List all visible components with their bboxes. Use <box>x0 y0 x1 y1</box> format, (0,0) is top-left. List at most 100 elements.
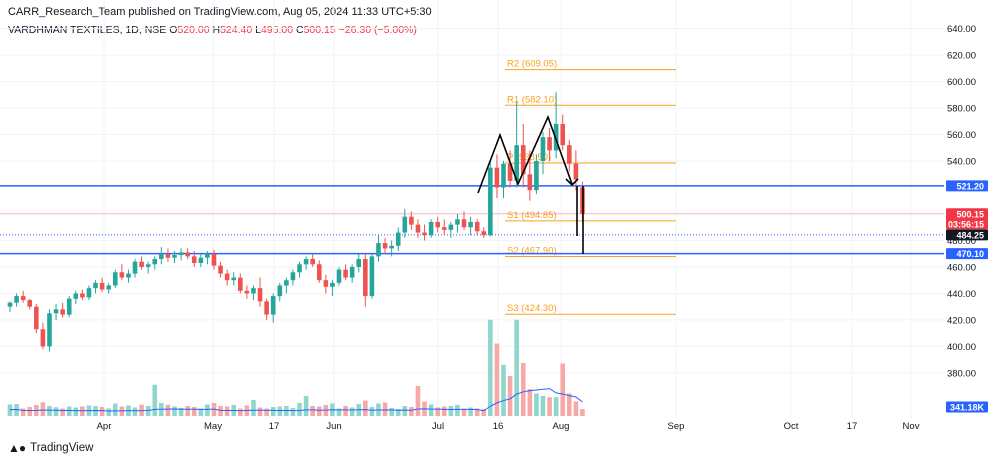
volume-bar <box>349 407 355 416</box>
volume-bar <box>507 376 513 416</box>
candle-body <box>40 329 46 347</box>
candle-body <box>178 252 184 256</box>
volume-bar <box>40 402 46 416</box>
volume-bar <box>441 406 447 416</box>
candle-body <box>60 309 65 315</box>
candle-body <box>363 259 368 297</box>
candle-body <box>244 290 250 294</box>
candle-body <box>284 280 289 286</box>
close-value: 500.15 <box>303 24 336 36</box>
time-tick-label: 17 <box>847 421 858 432</box>
candle-body <box>277 285 283 297</box>
head-shoulders-line <box>477 114 573 194</box>
last-price-badge-bg <box>946 208 988 230</box>
candle-body <box>534 161 539 191</box>
time-tick-label: Aug <box>553 421 570 432</box>
level-badge-521-bg <box>946 180 988 192</box>
candles <box>7 92 585 352</box>
candle-body <box>376 243 381 257</box>
grid <box>0 0 944 418</box>
level-badge-470: 470.10 <box>956 249 984 259</box>
candle-body <box>99 282 105 290</box>
candle-body <box>323 280 329 287</box>
high-value: 524.40 <box>220 24 253 36</box>
time-tick-label: Apr <box>97 421 112 432</box>
price-tick-label: 440.00 <box>947 289 976 300</box>
pivot-label-s1: S1 (494.85) <box>507 210 557 221</box>
price-tick-label: 400.00 <box>947 342 976 353</box>
pivot-label-r1: R1 (582.10) <box>507 94 557 105</box>
tradingview-logo-icon: ▲● <box>8 441 26 455</box>
low-label: L <box>255 24 261 36</box>
volume-bar <box>20 408 26 416</box>
price-axis[interactable]: 640.00620.00600.00580.00560.00540.00500.… <box>947 24 976 379</box>
candle-body <box>27 300 33 307</box>
volume-bar <box>303 396 309 416</box>
ohlc-legend: VARDHMAN TEXTILES, 1D, NSE O520.00 H524.… <box>8 24 417 36</box>
candle-body <box>165 253 171 258</box>
tradingview-brand[interactable]: ▲● TradingView <box>8 441 93 455</box>
price-tick-label: 380.00 <box>947 368 976 379</box>
candle-body <box>159 253 164 260</box>
candle-body <box>336 269 342 283</box>
candle-body <box>47 313 52 347</box>
candle-body <box>126 273 131 278</box>
candle-body <box>264 301 269 315</box>
volume-bar <box>297 403 302 416</box>
published-caption: CARR_Research_Team published on TradingV… <box>8 6 432 18</box>
candle-body <box>389 245 394 249</box>
volume-bar <box>514 319 519 416</box>
volume-bar <box>53 407 59 416</box>
volume-bar <box>494 343 500 416</box>
volume-bar <box>389 408 394 416</box>
candle-body <box>86 288 92 298</box>
candle-body <box>409 216 414 225</box>
volume-bar <box>553 397 559 416</box>
volume-bar <box>382 402 388 416</box>
candle-body <box>422 232 427 236</box>
price-tick-label: 420.00 <box>947 315 976 326</box>
support-resistance-lines[interactable] <box>0 185 944 255</box>
volume-bar <box>409 407 414 416</box>
candle-body <box>441 227 447 230</box>
candle-body <box>191 256 197 263</box>
volume-bar <box>567 393 572 416</box>
volume-bar <box>205 404 210 416</box>
volume-bar <box>468 407 473 416</box>
pivot-label-s3: S3 (424.30) <box>507 303 557 314</box>
candle-body <box>106 285 111 290</box>
volume-bar <box>238 408 243 416</box>
volume-bar <box>264 408 269 416</box>
volume-bar <box>415 386 421 416</box>
candle-body <box>224 273 230 281</box>
price-tick-label: 620.00 <box>947 51 976 62</box>
brand-label: TradingView <box>30 442 94 454</box>
volume-bar <box>27 407 33 416</box>
volume-bar <box>198 408 204 416</box>
candle-body <box>53 309 59 314</box>
dotted-level-badge-bg <box>946 229 988 241</box>
last-price-badge: 500.15 <box>956 209 984 219</box>
volume-bar <box>580 409 585 416</box>
volume-bar <box>547 397 552 416</box>
level-badge-470-bg <box>946 248 988 260</box>
price-tick-label: 560.00 <box>947 130 976 141</box>
volume-bar <box>47 406 52 416</box>
candle-body <box>455 219 460 225</box>
candle-body <box>343 269 348 278</box>
candle-body <box>205 253 210 258</box>
candle-body <box>488 167 493 236</box>
high-label: H <box>212 24 221 36</box>
candle-body <box>560 123 566 146</box>
candle-body <box>494 167 500 188</box>
volume-bar <box>218 406 223 416</box>
time-axis[interactable]: Apr May 17 Jun Jul 16 Aug Sep Oct 17 Nov <box>97 421 920 432</box>
pattern-drawing[interactable] <box>477 114 584 254</box>
candle-body <box>428 221 434 236</box>
time-tick-label: May <box>204 421 222 432</box>
volume-bar <box>534 393 539 416</box>
time-tick-label: Jul <box>432 421 444 432</box>
volume-bar <box>363 400 368 416</box>
